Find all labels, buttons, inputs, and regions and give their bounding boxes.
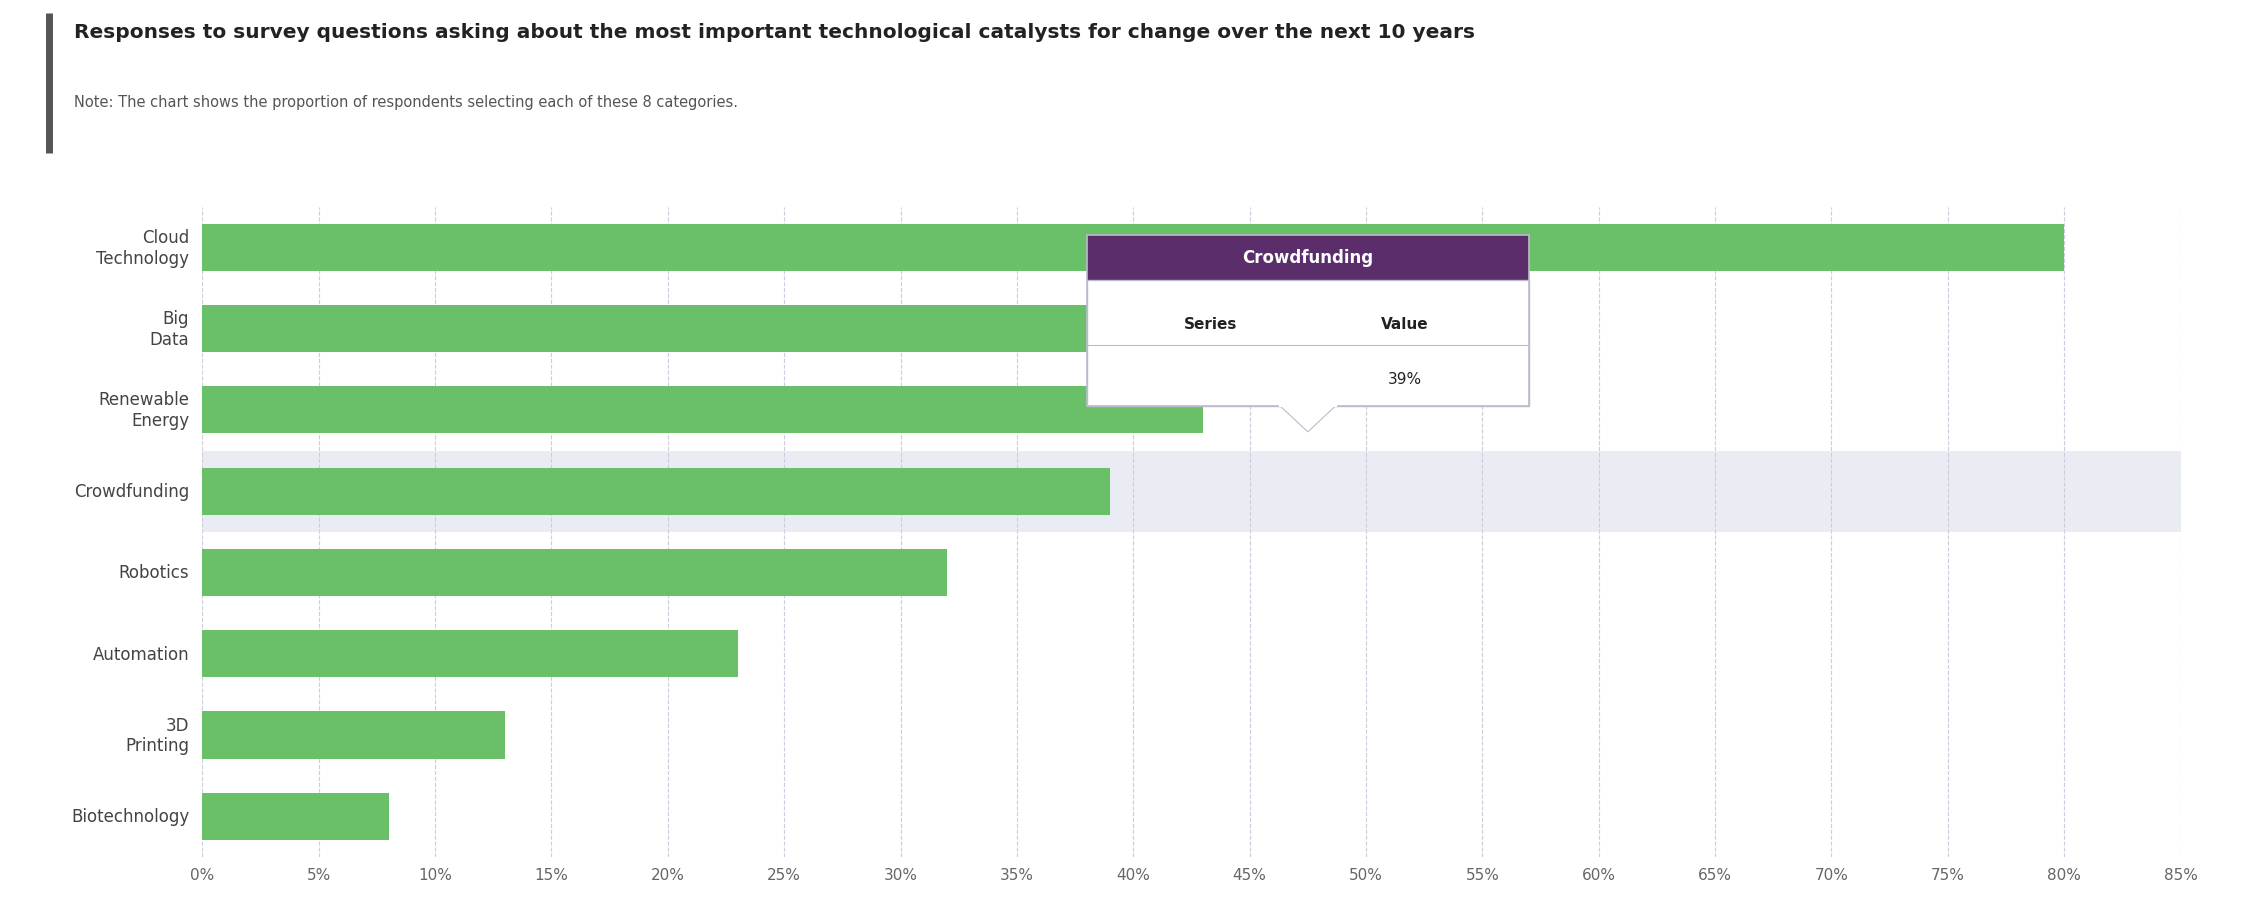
Text: Series: Series — [1185, 318, 1236, 332]
Bar — [202, 468, 1111, 515]
Bar — [202, 613, 2181, 695]
Bar — [202, 207, 2181, 289]
Bar — [1086, 235, 1529, 406]
Bar — [202, 793, 389, 840]
Text: Crowdfunding: Crowdfunding — [1243, 249, 1374, 267]
Bar — [202, 225, 2064, 272]
Text: Responses to survey questions asking about the most important technological cata: Responses to survey questions asking abo… — [74, 23, 1475, 41]
Bar — [1086, 236, 1529, 281]
FancyBboxPatch shape — [1086, 281, 1529, 406]
Bar — [202, 306, 1436, 353]
Bar — [202, 712, 506, 759]
Text: Note: The chart shows the proportion of respondents selecting each of these 8 ca: Note: The chart shows the proportion of … — [74, 95, 737, 110]
Bar — [202, 630, 737, 677]
Bar — [202, 370, 2181, 451]
Bar — [202, 549, 946, 596]
Bar — [202, 387, 1203, 434]
Text: Value: Value — [1380, 318, 1430, 332]
Polygon shape — [1279, 406, 1335, 432]
Bar — [202, 532, 2181, 613]
Text: 39%: 39% — [1387, 372, 1423, 386]
Bar — [202, 451, 2181, 532]
Bar — [202, 695, 2181, 776]
Bar — [202, 289, 2181, 370]
Bar — [202, 776, 2181, 857]
